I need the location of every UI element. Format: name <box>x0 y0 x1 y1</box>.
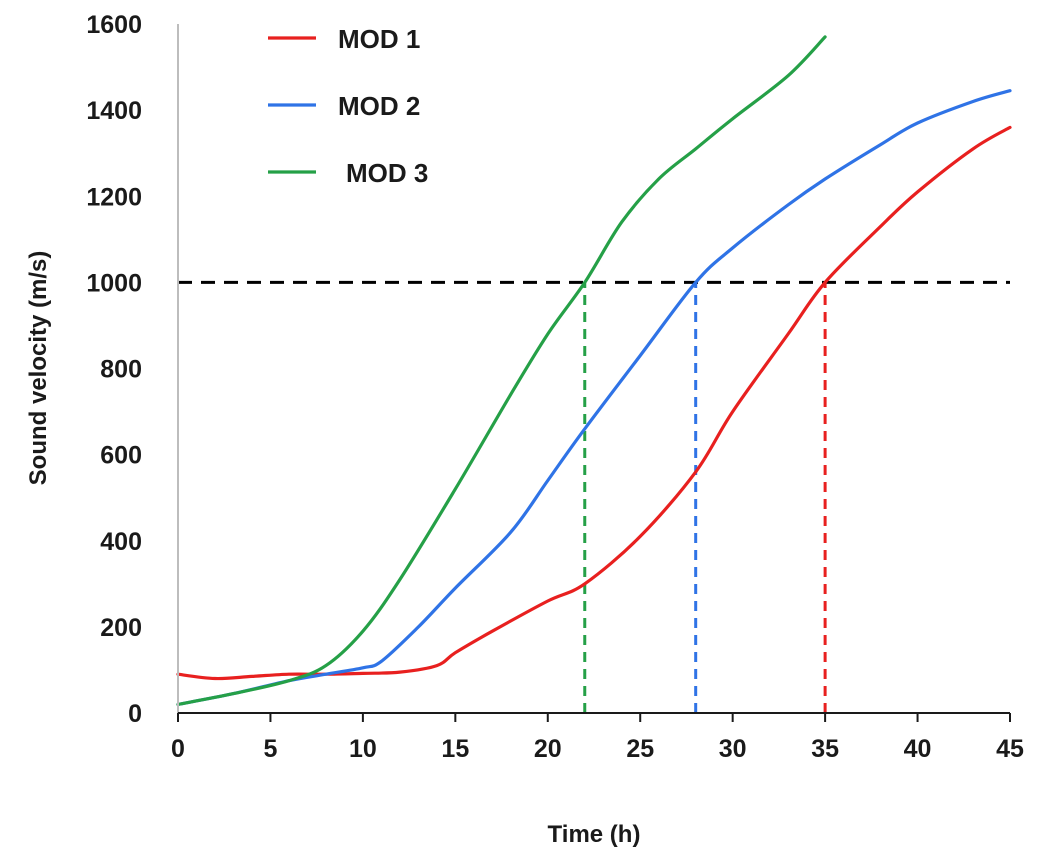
y-tick-label: 400 <box>100 528 142 556</box>
y-tick-label: 200 <box>100 614 142 642</box>
x-tick-label: 5 <box>263 735 277 763</box>
y-tick-label: 600 <box>100 442 142 470</box>
legend-label-mod-2: MOD 2 <box>338 91 420 121</box>
x-tick-label: 0 <box>171 735 185 763</box>
x-tick-label: 30 <box>719 735 747 763</box>
x-tick-label: 10 <box>349 735 377 763</box>
x-tick-label: 25 <box>626 735 654 763</box>
y-tick-label: 0 <box>128 700 142 728</box>
series-line-mod-3 <box>176 35 827 706</box>
x-tick-label: 15 <box>441 735 469 763</box>
y-tick-label: 1000 <box>86 269 142 297</box>
y-tick-label: 1400 <box>86 97 142 125</box>
y-tick-label: 1200 <box>86 183 142 211</box>
data-series <box>176 35 1012 706</box>
x-axis-title: Time (h) <box>548 821 641 848</box>
y-tick-label: 800 <box>100 356 142 384</box>
series-line-mod-1 <box>176 125 1012 681</box>
x-tick-label: 20 <box>534 735 562 763</box>
legend-label-mod-1: MOD 1 <box>338 24 420 54</box>
y-tick-label: 1600 <box>86 11 142 39</box>
legend: MOD 1 MOD 2 MOD 3 <box>268 24 428 188</box>
x-tick-label: 35 <box>811 735 839 763</box>
y-axis-title: Sound velocity (m/s) <box>25 251 52 486</box>
axes: 0 5 10 15 20 25 30 35 40 45 0 200 400 600 800 1000 1200 1… <box>86 11 1024 763</box>
series-line-mod-2 <box>176 89 1012 706</box>
legend-label-mod-3: MOD 3 <box>346 158 428 188</box>
reference-lines <box>178 280 1010 713</box>
x-tick-label: 40 <box>904 735 932 763</box>
x-tick-label: 45 <box>996 735 1024 763</box>
